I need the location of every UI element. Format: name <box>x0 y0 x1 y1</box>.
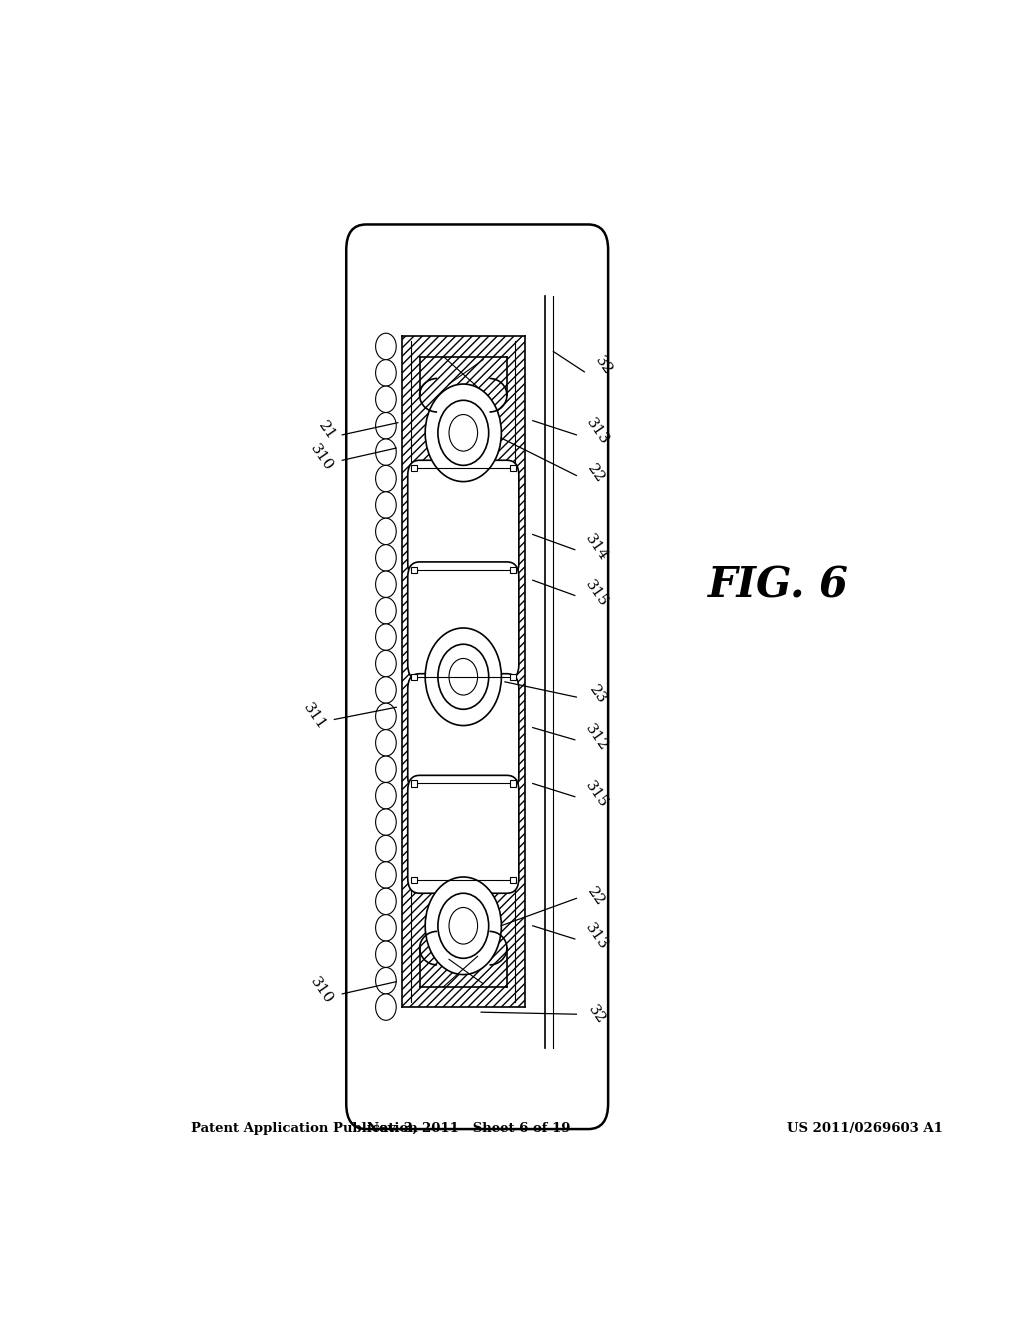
Text: 32: 32 <box>585 1002 607 1026</box>
Circle shape <box>425 384 502 482</box>
Text: 315: 315 <box>583 779 610 810</box>
Circle shape <box>376 492 396 519</box>
Circle shape <box>425 628 502 726</box>
Circle shape <box>376 440 396 466</box>
Circle shape <box>376 545 396 572</box>
Bar <box>411 876 417 883</box>
Circle shape <box>376 941 396 968</box>
Circle shape <box>376 651 396 677</box>
Circle shape <box>376 598 396 624</box>
Circle shape <box>449 414 477 451</box>
Text: 312: 312 <box>582 722 610 754</box>
Circle shape <box>376 704 396 730</box>
Circle shape <box>376 968 396 994</box>
Circle shape <box>449 659 477 696</box>
Circle shape <box>376 359 396 385</box>
Text: Patent Application Publication: Patent Application Publication <box>191 1122 418 1135</box>
Circle shape <box>376 994 396 1020</box>
Bar <box>510 568 516 573</box>
Circle shape <box>376 385 396 413</box>
Bar <box>412 342 515 1002</box>
Circle shape <box>376 862 396 888</box>
FancyBboxPatch shape <box>408 461 519 578</box>
Text: 21: 21 <box>315 418 338 442</box>
Text: 310: 310 <box>307 975 336 1007</box>
Circle shape <box>376 915 396 941</box>
Circle shape <box>376 836 396 862</box>
Circle shape <box>376 466 396 492</box>
Bar <box>510 466 516 471</box>
Bar <box>412 342 515 1002</box>
Text: 311: 311 <box>300 701 329 733</box>
Text: US 2011/0269603 A1: US 2011/0269603 A1 <box>786 1122 942 1135</box>
Bar <box>411 568 417 573</box>
Circle shape <box>376 572 396 598</box>
Circle shape <box>376 756 396 783</box>
Text: 315: 315 <box>583 578 610 610</box>
FancyBboxPatch shape <box>408 775 519 894</box>
Circle shape <box>376 809 396 836</box>
Circle shape <box>376 413 396 440</box>
Circle shape <box>376 888 396 915</box>
FancyBboxPatch shape <box>346 224 608 1129</box>
Text: 313: 313 <box>583 921 610 953</box>
Bar <box>510 876 516 883</box>
FancyBboxPatch shape <box>408 562 519 680</box>
Circle shape <box>376 519 396 545</box>
Circle shape <box>376 677 396 704</box>
Text: 32: 32 <box>593 354 615 378</box>
Text: Nov. 3, 2011   Sheet 6 of 19: Nov. 3, 2011 Sheet 6 of 19 <box>368 1122 571 1135</box>
Bar <box>411 466 417 471</box>
Text: 23: 23 <box>587 684 609 708</box>
Text: 22: 22 <box>585 884 607 908</box>
FancyBboxPatch shape <box>408 673 519 792</box>
Circle shape <box>449 907 477 944</box>
Bar <box>411 780 417 787</box>
Text: FIG. 6: FIG. 6 <box>709 564 849 606</box>
Bar <box>401 337 524 1007</box>
Text: 22: 22 <box>585 462 607 486</box>
Circle shape <box>376 730 396 756</box>
Bar <box>510 673 516 680</box>
Circle shape <box>376 333 396 359</box>
Text: 313: 313 <box>584 416 612 447</box>
Text: 310: 310 <box>307 441 336 473</box>
Text: 314: 314 <box>582 532 610 564</box>
Circle shape <box>425 876 502 974</box>
Bar <box>510 780 516 787</box>
Circle shape <box>376 783 396 809</box>
Bar <box>411 673 417 680</box>
Circle shape <box>376 624 396 651</box>
